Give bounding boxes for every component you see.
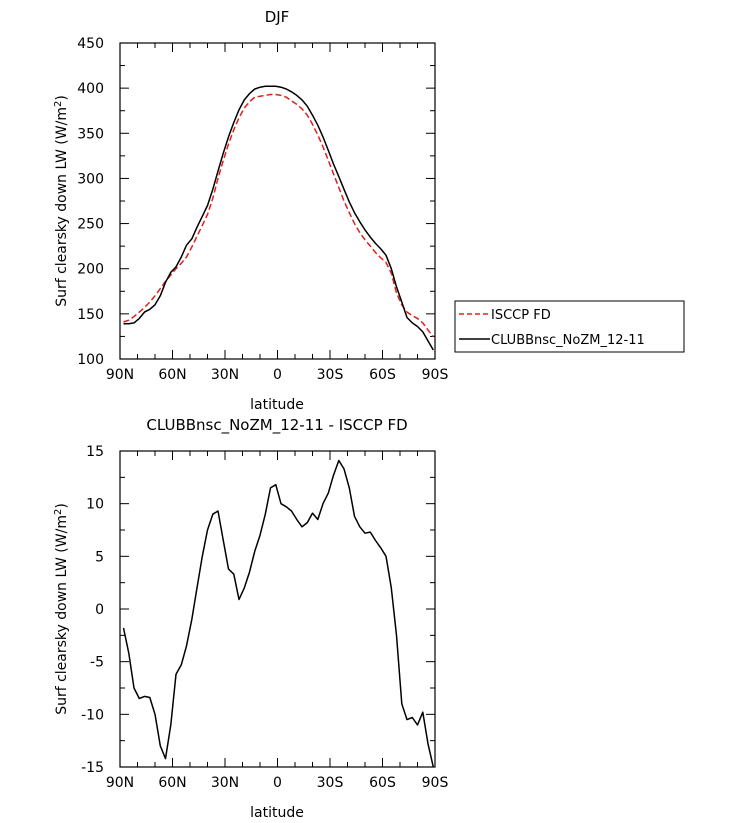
- bottom-y-tick-label: -15: [81, 760, 104, 776]
- bottom-y-tick-label: 0: [95, 602, 104, 618]
- top-y-tick-label: 300: [77, 171, 104, 187]
- top-x-axis-label: latitude: [250, 397, 304, 413]
- bottom-x-axis-label: latitude: [250, 805, 304, 821]
- top-tick-marks: [119, 42, 436, 360]
- top-series-line-0: [123, 93, 434, 337]
- top-panel: DJF 100 150 200 250 300 350 400 450 90N 60N 30N 0 3…: [53, 8, 685, 413]
- bottom-panel: CLUBBnsc_NoZM_12-11 - ISCCP FD -15 -10 -5 0…: [53, 416, 448, 821]
- top-y-axis-label: Surf clearsky down LW (W/m2): [53, 95, 70, 307]
- bottom-y-tick-label: -10: [81, 707, 104, 723]
- bottom-x-tick-label: 60S: [369, 775, 396, 791]
- bottom-panel-title: CLUBBnsc_NoZM_12-11 - ISCCP FD: [146, 416, 407, 435]
- bottom-series-line-0: [122, 459, 435, 768]
- top-y-tick-label: 450: [77, 36, 104, 52]
- bottom-y-tick-label: 5: [95, 549, 104, 565]
- top-x-tick-label: 90N: [106, 367, 134, 383]
- top-series-lines: [123, 85, 434, 351]
- bottom-y-tick-label: -5: [90, 655, 104, 671]
- top-x-tick-label: 0: [273, 367, 282, 383]
- top-panel-title: DJF: [265, 8, 290, 26]
- top-plot-frame: [119, 42, 436, 360]
- bottom-y-tick-label: 10: [86, 497, 104, 513]
- bottom-y-tick-label: 15: [86, 444, 104, 460]
- top-y-tick-label: 150: [77, 307, 104, 323]
- bottom-x-tick-labels: 90N 60N 30N 0 30S 60S 90S: [106, 775, 449, 791]
- top-series-line-1: [123, 85, 434, 351]
- top-y-tick-label: 250: [77, 217, 104, 233]
- bottom-x-tick-label: 90S: [422, 775, 449, 791]
- legend-box: [454, 300, 685, 353]
- bottom-x-tick-label: 0: [273, 775, 282, 791]
- bottom-tick-marks: [119, 450, 436, 768]
- top-x-tick-label: 90S: [422, 367, 449, 383]
- bottom-series-lines: [122, 459, 435, 768]
- top-y-tick-label: 100: [77, 352, 104, 368]
- bottom-y-tick-labels: -15 -10 -5 0 5 10 15: [81, 444, 104, 776]
- bottom-x-tick-label: 90N: [106, 775, 134, 791]
- top-x-tick-label: 60S: [369, 367, 396, 383]
- top-y-tick-label: 350: [77, 126, 104, 142]
- top-x-tick-label: 30S: [317, 367, 344, 383]
- legend: ISCCP FD CLUBBnsc_NoZM_12-11: [454, 300, 685, 353]
- top-y-tick-label: 400: [77, 81, 104, 97]
- bottom-x-tick-label: 60N: [158, 775, 186, 791]
- top-x-tick-label: 30N: [211, 367, 239, 383]
- bottom-x-tick-label: 30N: [211, 775, 239, 791]
- bottom-y-axis-label: Surf clearsky down LW (W/m2): [53, 503, 70, 715]
- legend-label-isccp: ISCCP FD: [491, 308, 551, 323]
- top-y-tick-labels: 100 150 200 250 300 350 400 450: [77, 36, 104, 368]
- legend-label-clubb: CLUBBnsc_NoZM_12-11: [491, 333, 645, 348]
- top-y-tick-label: 200: [77, 262, 104, 278]
- top-x-tick-labels: 90N 60N 30N 0 30S 60S 90S: [106, 367, 449, 383]
- bottom-plot-frame: [119, 450, 436, 768]
- top-x-tick-label: 60N: [158, 367, 186, 383]
- bottom-x-tick-label: 30S: [317, 775, 344, 791]
